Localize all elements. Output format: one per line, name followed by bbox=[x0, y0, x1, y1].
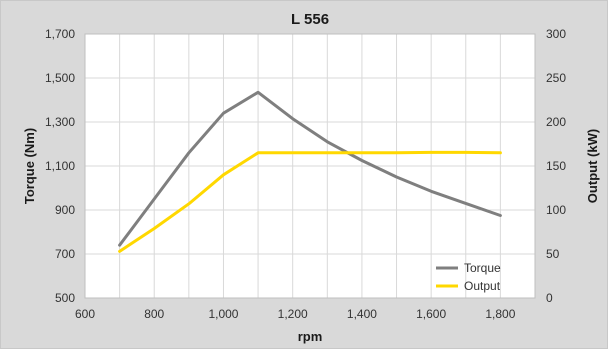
y-left-tick-label: 1,700 bbox=[45, 27, 75, 41]
tick-labels: 600 800 1,000 1,200 1,400 1,600 1,800500700900… bbox=[45, 27, 566, 321]
y-right-tick-label: 150 bbox=[546, 159, 566, 173]
y-axis-title-right: Output (kW) bbox=[585, 129, 600, 203]
y-axis-title-left: Torque (Nm) bbox=[22, 128, 37, 204]
legend-label-output: Output bbox=[464, 279, 501, 293]
y-right-tick-label: 250 bbox=[546, 71, 566, 85]
chart-title: L 556 bbox=[291, 11, 329, 28]
y-right-tick-label: 300 bbox=[546, 27, 566, 41]
y-right-tick-label: 200 bbox=[546, 115, 566, 129]
legend: Torque Output bbox=[436, 261, 501, 293]
y-left-tick-label: 500 bbox=[55, 291, 75, 305]
x-tick-label: 1,400 bbox=[347, 307, 377, 321]
y-left-tick-label: 1,100 bbox=[45, 159, 75, 173]
y-right-tick-label: 0 bbox=[546, 291, 553, 305]
x-tick-label: 800 bbox=[144, 307, 164, 321]
x-axis-title: rpm bbox=[298, 329, 323, 344]
legend-label-torque: Torque bbox=[464, 261, 501, 275]
y-left-tick-label: 1,500 bbox=[45, 71, 75, 85]
y-left-tick-label: 900 bbox=[55, 203, 75, 217]
gridlines bbox=[84, 33, 536, 299]
series-line-torque bbox=[118, 90, 502, 247]
y-right-tick-label: 100 bbox=[546, 203, 566, 217]
x-tick-label: 1,200 bbox=[278, 307, 308, 321]
series-line-output bbox=[118, 150, 502, 253]
y-left-tick-label: 700 bbox=[55, 247, 75, 261]
series-lines bbox=[118, 90, 502, 253]
plot-border bbox=[84, 33, 536, 299]
x-tick-label: 1,600 bbox=[416, 307, 446, 321]
y-left-tick-label: 1,300 bbox=[45, 115, 75, 129]
x-tick-label: 1,000 bbox=[208, 307, 238, 321]
y-right-tick-label: 50 bbox=[546, 247, 560, 261]
x-tick-label: 1,800 bbox=[485, 307, 515, 321]
x-tick-label: 600 bbox=[75, 307, 95, 321]
